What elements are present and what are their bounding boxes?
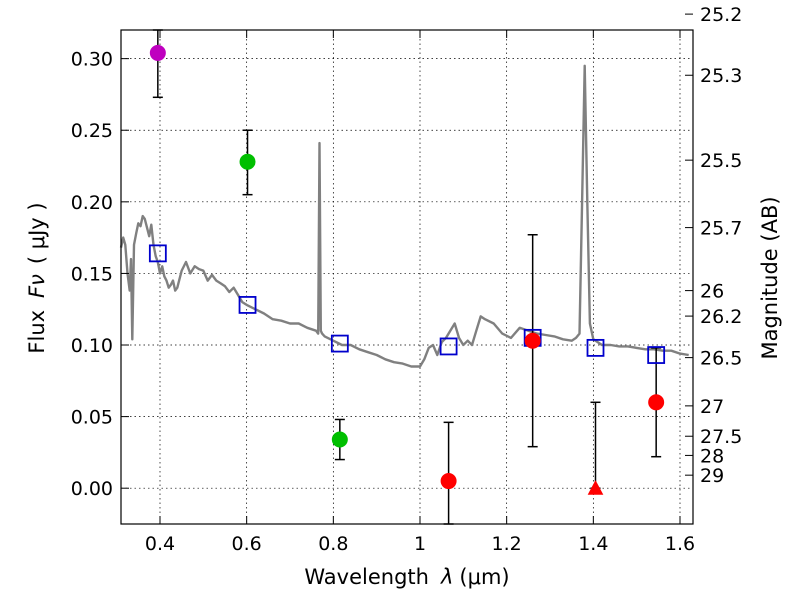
y-axis-label: Flux Fν ( μJy ) (25, 202, 49, 353)
magnitude-tick-label: 25.5 (700, 150, 742, 172)
magnitude-tick-label: 26.5 (700, 348, 742, 370)
y-axis-ticks: 0.00 0.05 0.10 0.15 0.20 0.25 0.30 (71, 49, 129, 500)
magnitude-tick-label: 25.7 (700, 218, 742, 240)
y-tick-label: 0.20 (71, 192, 113, 214)
data-point-marker (648, 394, 665, 411)
magnitude-tick-label: 27.5 (700, 426, 742, 448)
y-tick-label: 0.10 (71, 335, 113, 357)
x-axis-label-unit: (μm) (459, 565, 509, 589)
data-point-marker (440, 473, 457, 490)
x-axis-label: Wavelength λ (μm) (304, 565, 509, 589)
y-tick-label: 0.15 (71, 263, 113, 285)
magnitude-tick-label: 27 (700, 396, 724, 418)
model-square-marker (238, 296, 257, 314)
x-tick-label: 1 (414, 533, 426, 555)
sed-template-line (119, 64, 689, 368)
upper-limit-marker (587, 480, 604, 495)
data-markers (148, 44, 666, 495)
y-axis-label-unit: ( μJy ) (25, 202, 49, 264)
y-tick-label: 0.00 (71, 478, 113, 500)
y-tick-label: 0.30 (71, 49, 113, 71)
magnitude-tick-label: 25.3 (700, 65, 742, 87)
x-tick-label: 0.6 (232, 533, 262, 555)
sed-template-layer (119, 64, 689, 368)
magnitude-axis-label: Magnitude (AB) (758, 196, 782, 359)
x-tick-label: 1.2 (492, 533, 522, 555)
x-tick-label: 1.4 (578, 533, 608, 555)
grid (121, 30, 693, 524)
model-square-marker (439, 337, 458, 356)
magnitude-tick-label: 25.2 (700, 4, 742, 26)
y-tick-label: 0.25 (71, 120, 113, 142)
magnitude-tick-label: 29 (700, 465, 724, 487)
x-tick-label: 0.8 (318, 533, 348, 555)
plot-frame (120, 29, 694, 525)
model-square-marker (586, 338, 605, 357)
model-square-marker (330, 334, 349, 353)
data-point-marker (149, 44, 166, 61)
data-point-marker (331, 431, 348, 448)
x-tick-label: 1.6 (665, 533, 695, 555)
y-axis-label-symbol: Fν (25, 274, 49, 298)
x-tick-label: 0.4 (145, 533, 175, 555)
data-point-marker (524, 332, 541, 349)
magnitude-tick-label: 26.2 (700, 306, 742, 328)
x-axis-label-symbol: λ (440, 565, 453, 589)
y-axis-label-text: Flux (25, 310, 49, 354)
x-axis-ticks: 0.4 0.6 0.8 1 1.2 1.4 1.6 (145, 30, 695, 555)
y-tick-label: 0.05 (71, 407, 113, 429)
data-point-marker (239, 153, 256, 170)
magnitude-tick-label: 26 (700, 281, 724, 303)
magnitude-tick-label: 28 (700, 445, 724, 467)
model-square-marker (148, 244, 167, 263)
x-axis-label-text: Wavelength (304, 565, 429, 589)
model-square-marker (647, 346, 666, 364)
